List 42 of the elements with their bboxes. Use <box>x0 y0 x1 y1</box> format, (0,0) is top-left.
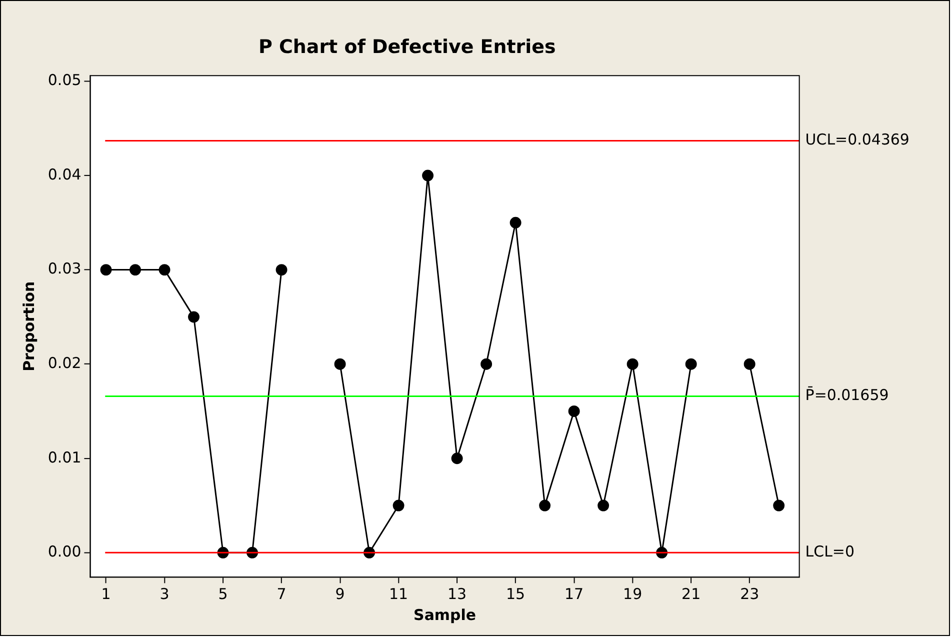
x-tick-label: 23 <box>740 585 760 603</box>
point <box>685 358 697 370</box>
point <box>392 500 404 512</box>
point <box>626 358 638 370</box>
y-axis-title: Proportion <box>20 281 38 372</box>
point <box>334 358 346 370</box>
x-tick-label: 3 <box>160 585 170 603</box>
point <box>568 406 580 417</box>
y-tick-label: 0.01 <box>48 448 82 466</box>
point <box>188 311 200 323</box>
x-tick-label: 7 <box>276 585 286 603</box>
x-axis-title: Sample <box>414 606 476 624</box>
point <box>451 452 463 464</box>
y-tick-label: 0.02 <box>48 354 82 372</box>
point <box>510 216 522 228</box>
y-tick-label: 0.05 <box>48 71 82 90</box>
point <box>773 500 785 512</box>
y-tick-label: 0.03 <box>48 260 82 278</box>
x-tick-label: 17 <box>564 585 584 603</box>
x-tick-label: 15 <box>506 585 526 603</box>
point <box>158 264 170 276</box>
point <box>100 264 112 276</box>
ref-line-label: UCL=0.04369 <box>805 130 910 149</box>
x-tick-label: 13 <box>448 585 467 603</box>
x-tick-label: 11 <box>389 585 408 603</box>
y-tick-label: 0.00 <box>48 542 82 561</box>
ref-line-label: LCL=0 <box>805 542 854 561</box>
point <box>480 358 492 370</box>
x-tick-label: 19 <box>623 585 642 603</box>
x-tick-label: 9 <box>335 585 345 603</box>
point <box>744 358 756 370</box>
point <box>276 264 288 276</box>
point <box>130 264 141 276</box>
x-tick-label: 1 <box>101 585 111 603</box>
y-tick-label: 0.04 <box>48 165 82 184</box>
x-tick-label: 21 <box>682 585 701 603</box>
point <box>539 500 551 512</box>
chart-title: P Chart of Defective Entries <box>258 36 556 58</box>
point <box>598 500 610 512</box>
point <box>422 170 434 182</box>
x-tick-label: 5 <box>218 585 228 603</box>
ref-line-label: P̄=0.01659 <box>805 385 889 404</box>
